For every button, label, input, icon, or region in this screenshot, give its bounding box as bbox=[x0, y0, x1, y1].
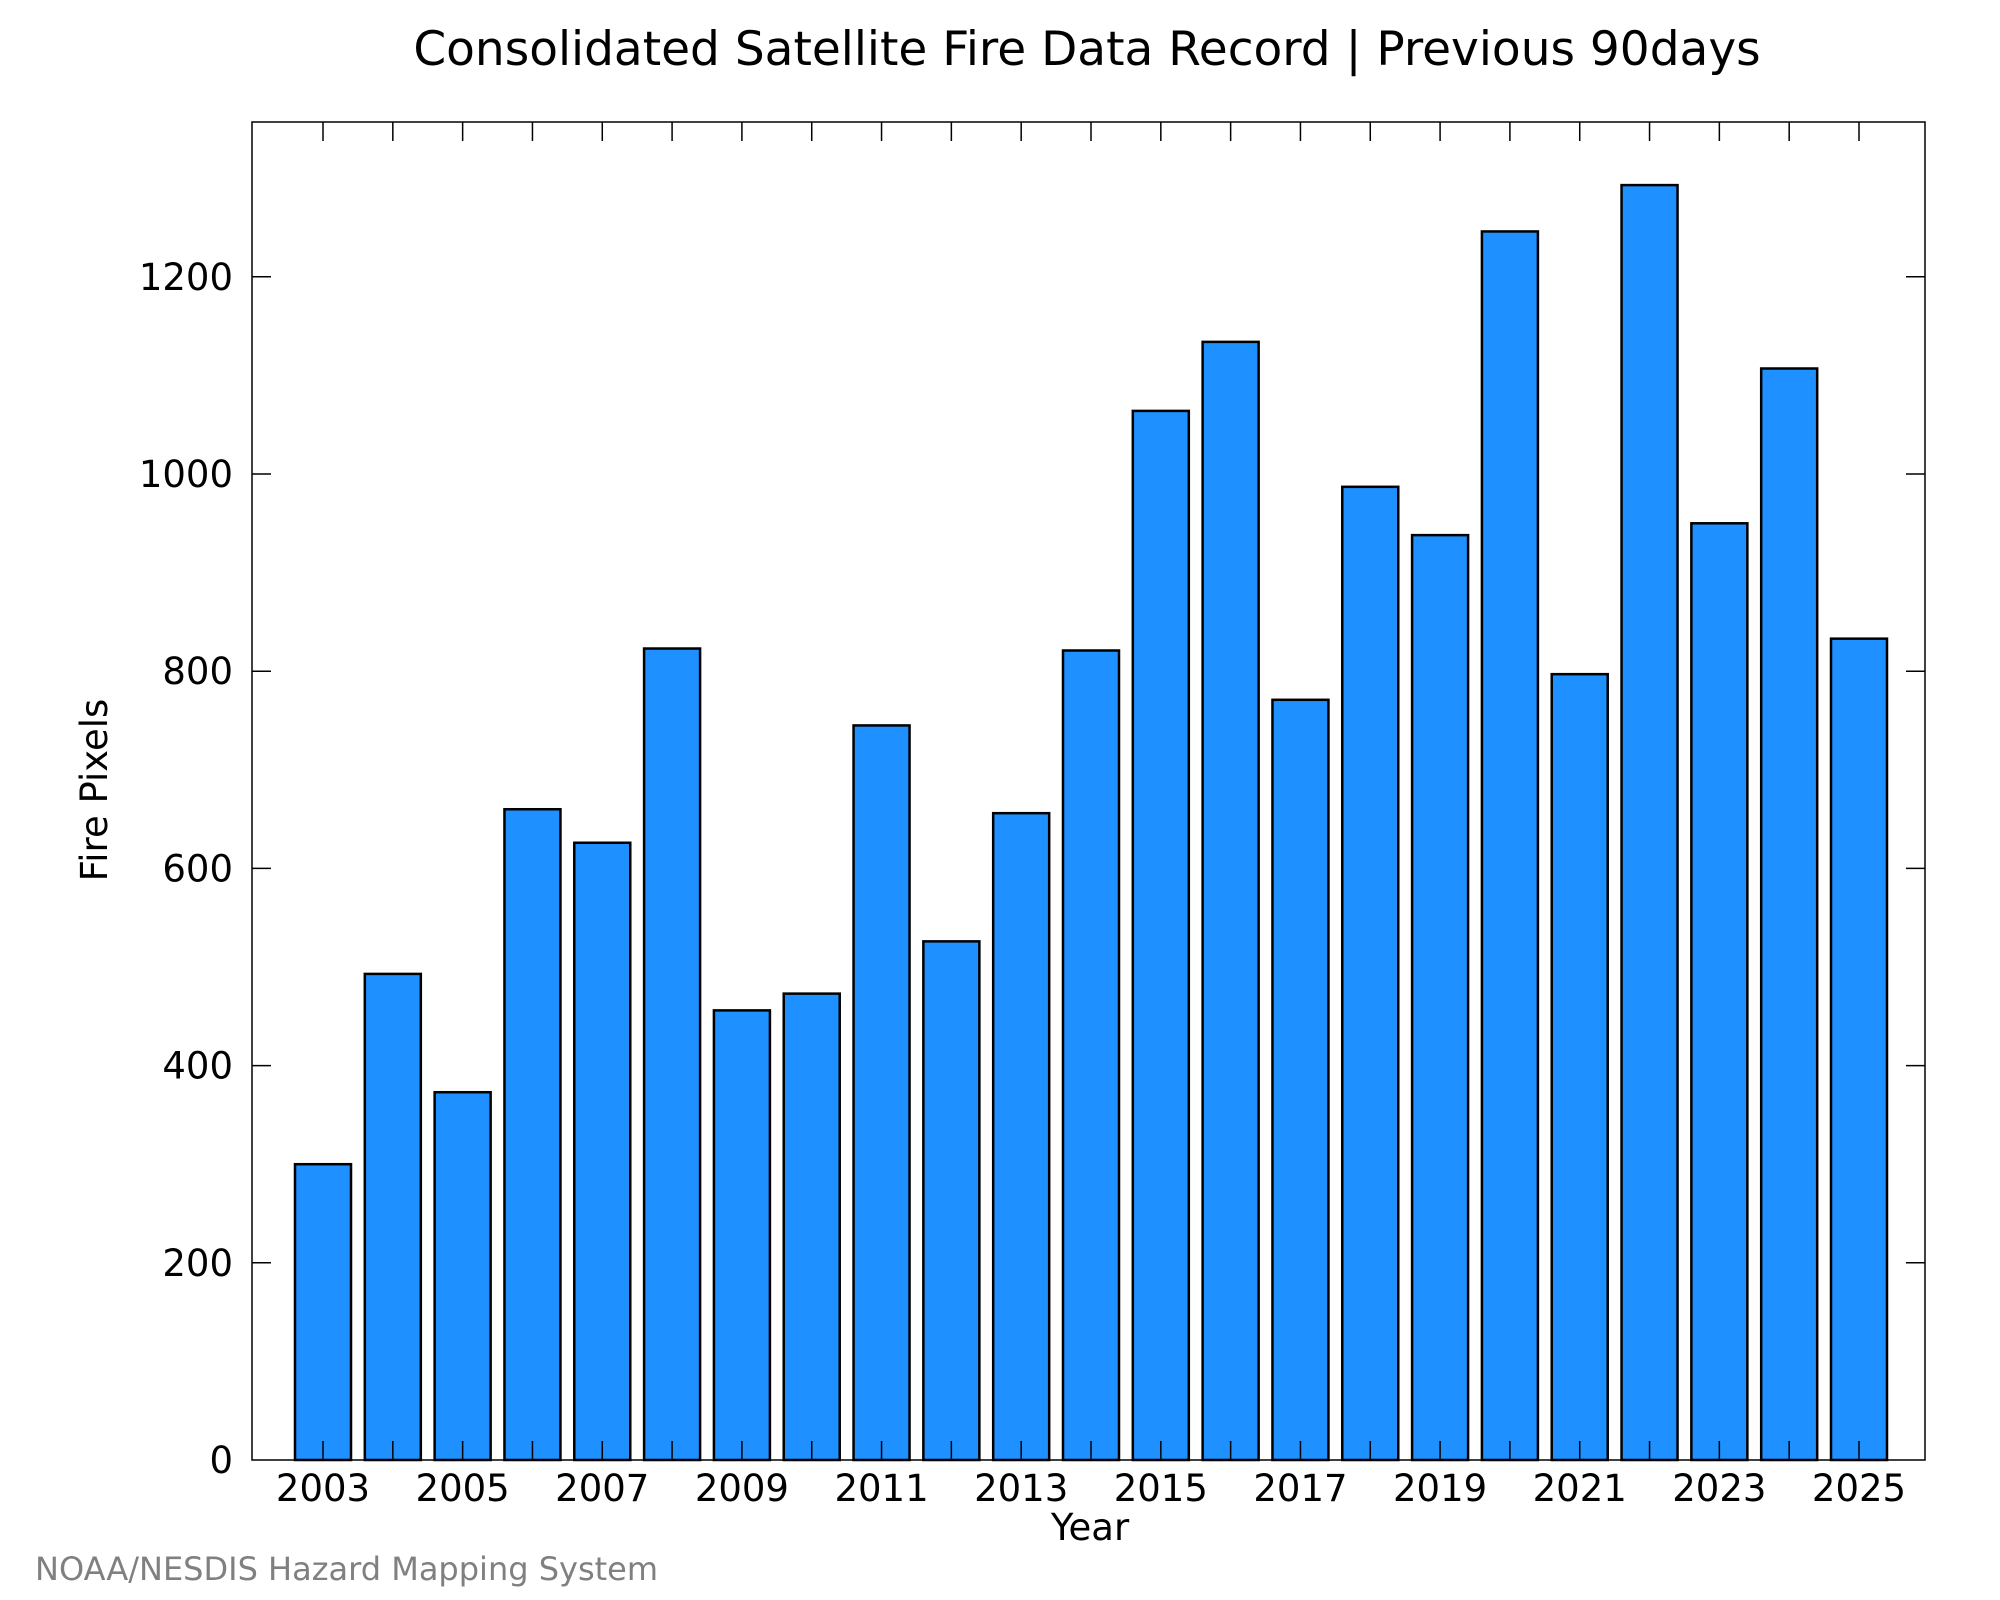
x-axis-ticks: 2003 2005 2007 2009 2011 2013 2015 2017 2019 2021… bbox=[276, 122, 1906, 1510]
bar-2012 bbox=[922, 940, 981, 1462]
bar-2017 bbox=[1271, 698, 1330, 1462]
y-axis-label: Fire Pixels bbox=[73, 699, 116, 882]
bar-2003 bbox=[293, 1162, 353, 1462]
x-axis-label: Year bbox=[1050, 1506, 1130, 1549]
bar-2024 bbox=[1759, 367, 1819, 1462]
y-tick-label-600: 600 bbox=[162, 847, 233, 890]
y-axis-ticks: 0 200 400 600 800 1000 1200 bbox=[139, 256, 1925, 1482]
x-tick-label-2009: 2009 bbox=[695, 1467, 789, 1510]
bar-2022 bbox=[1620, 183, 1679, 1462]
bar-2004 bbox=[363, 972, 423, 1462]
x-tick-label-2015: 2015 bbox=[1114, 1467, 1208, 1510]
y-tick-label-0: 0 bbox=[209, 1439, 233, 1482]
bar-2023 bbox=[1690, 522, 1749, 1462]
x-tick-label-2003: 2003 bbox=[276, 1467, 370, 1510]
bar-2015 bbox=[1131, 409, 1191, 1462]
x-tick-label-2023: 2023 bbox=[1672, 1467, 1766, 1510]
x-tick-label-2007: 2007 bbox=[555, 1467, 649, 1510]
bar-2016 bbox=[1201, 340, 1260, 1462]
bars-group bbox=[293, 183, 1889, 1462]
x-tick-label-2005: 2005 bbox=[416, 1467, 510, 1510]
y-tick-label-1200: 1200 bbox=[139, 256, 233, 299]
bar-2019 bbox=[1410, 533, 1470, 1462]
bar-2014 bbox=[1061, 649, 1121, 1462]
bar-2020 bbox=[1480, 230, 1540, 1462]
x-tick-label-2025: 2025 bbox=[1812, 1467, 1906, 1510]
bar-2007 bbox=[573, 841, 632, 1462]
y-tick-label-1000: 1000 bbox=[139, 453, 233, 496]
bar-2021 bbox=[1550, 672, 1609, 1462]
credit-text: NOAA/NESDIS Hazard Mapping System bbox=[35, 1550, 659, 1588]
y-tick-label-800: 800 bbox=[162, 650, 233, 693]
bar-2013 bbox=[991, 811, 1051, 1462]
y-tick-label-400: 400 bbox=[162, 1045, 233, 1088]
bar-2025 bbox=[1829, 637, 1889, 1462]
bar-2010 bbox=[782, 992, 841, 1462]
bar-2018 bbox=[1341, 485, 1400, 1462]
x-tick-label-2011: 2011 bbox=[834, 1467, 928, 1510]
bar-2005 bbox=[433, 1090, 492, 1462]
bar-2011 bbox=[852, 724, 911, 1462]
y-tick-label-200: 200 bbox=[162, 1242, 233, 1285]
x-tick-label-2013: 2013 bbox=[974, 1467, 1068, 1510]
bar-2008 bbox=[642, 647, 702, 1462]
x-tick-label-2019: 2019 bbox=[1393, 1467, 1487, 1510]
chart-title: Consolidated Satellite Fire Data Record … bbox=[413, 22, 1760, 77]
x-tick-label-2017: 2017 bbox=[1253, 1467, 1347, 1510]
x-tick-label-2021: 2021 bbox=[1533, 1467, 1627, 1510]
bar-2009 bbox=[712, 1009, 772, 1462]
bar-2006 bbox=[503, 807, 562, 1462]
